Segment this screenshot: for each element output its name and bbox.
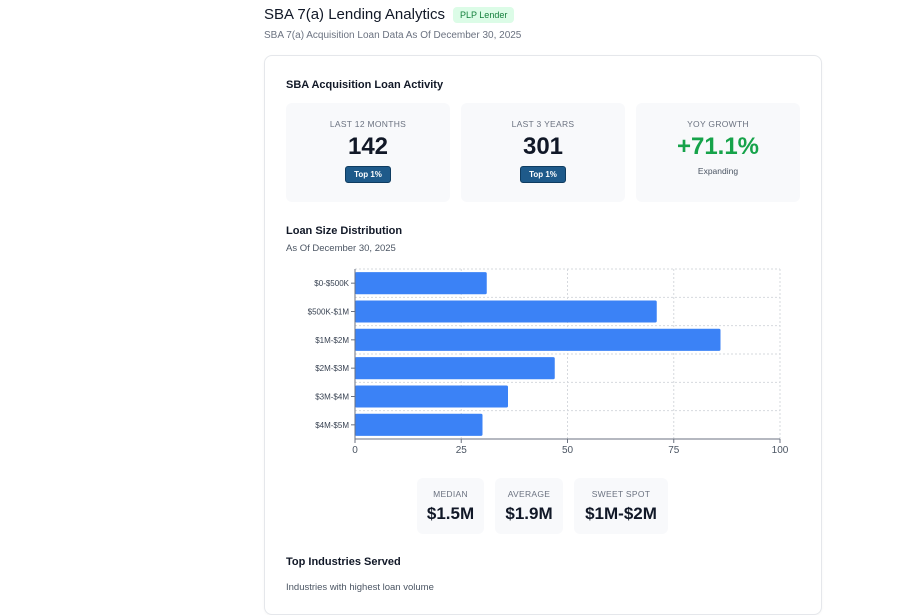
y-tick-label: $3M-$4M [315,393,349,402]
stat-value: +71.1% [676,133,760,160]
industries-subtitle: Industries with highest loan volume [286,582,434,593]
stat-last-3-years: LAST 3 YEARS 301 Top 1% [461,103,625,202]
page-header: SBA 7(a) Lending Analytics PLP Lender SB… [264,6,521,41]
metric-value: $1.9M [505,504,553,523]
page-subtitle: SBA 7(a) Acquisition Loan Data As Of Dec… [264,30,522,41]
bar-$500K-$1M [355,300,657,323]
metric-value: $1M-$2M [585,504,657,523]
distribution-title: Loan Size Distribution [286,225,403,237]
loan-size-chart: $0-$500K $500K-$1M $1M-$2M $2M-$3M $3M-$4M $4… [265,261,823,461]
stat-value: 142 [347,133,389,160]
stat-label: YOY GROWTH [687,119,749,129]
y-tick-label: $1M-$2M [315,336,349,345]
activity-section-title: SBA Acquisition Loan Activity [286,79,444,91]
y-tick-label: $2M-$3M [315,364,349,373]
x-tick-label: 75 [668,445,680,456]
growth-note: Expanding [697,166,739,176]
stat-last-12-months: LAST 12 MONTHS 142 Top 1% [286,103,450,202]
bar-$2M-$3M [355,357,555,380]
bar-$3M-$4M [355,385,508,408]
metric-value: $1.5M [426,504,475,523]
distribution-subtitle: As Of December 30, 2025 [286,243,396,254]
title-row: SBA 7(a) Lending Analytics PLP Lender [264,6,521,23]
x-tick-label: 25 [456,445,468,456]
x-tick-label: 50 [562,445,574,456]
metric-label: MEDIAN [433,489,468,499]
bar-$0-$500K [355,272,487,295]
metric-label: AVERAGE [507,489,551,499]
stat-label: LAST 12 MONTHS [329,119,407,129]
y-tick-label: $4M-$5M [315,421,349,430]
stat-label: LAST 3 YEARS [511,119,575,129]
stat-value: 301 [522,133,564,160]
rank-badge: Top 1% [520,166,566,183]
rank-badge: Top 1% [345,166,391,183]
bar-chart-svg: $0-$500K $500K-$1M $1M-$2M $2M-$3M $3M-$4M $4… [308,268,789,456]
x-tick-label: 100 [772,445,789,456]
y-tick-label: $0-$500K [314,279,349,288]
metric-sweet-spot: SWEET SPOT $1M-$2M [574,478,668,534]
metric-label: SWEET SPOT [591,489,651,499]
bar-$4M-$5M [355,413,483,436]
analytics-card: SBA Acquisition Loan Activity LAST 12 MO… [264,55,822,615]
stat-yoy-growth: YOY GROWTH +71.1% Expanding [636,103,800,202]
bar-$1M-$2M [355,328,721,351]
y-tick-label: $500K-$1M [308,308,350,317]
plp-lender-badge: PLP Lender [452,6,515,23]
page-title: SBA 7(a) Lending Analytics [264,6,445,23]
x-tick-label: 0 [352,445,358,456]
metric-median: MEDIAN $1.5M [417,478,484,534]
industries-title: Top Industries Served [286,556,401,568]
metric-average: AVERAGE $1.9M [495,478,563,534]
